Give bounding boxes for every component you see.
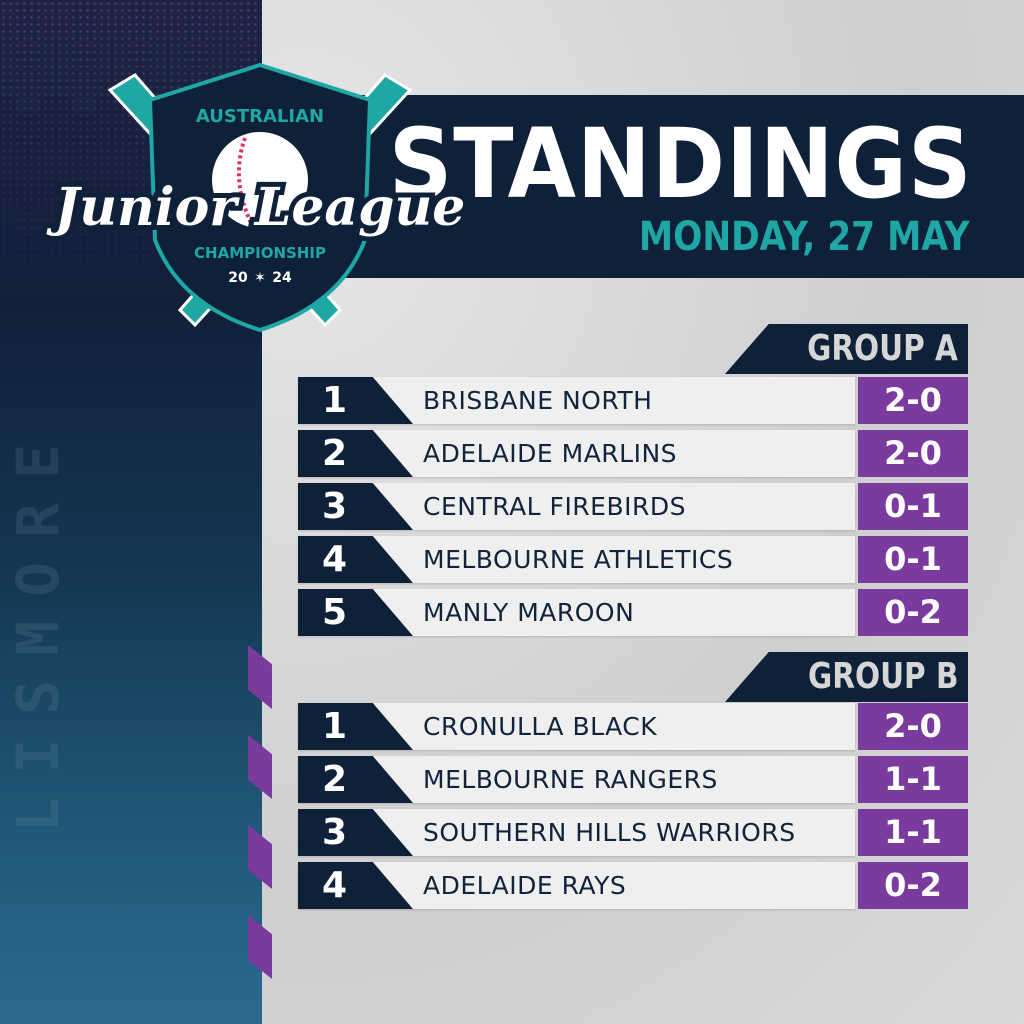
championship-logo: AUSTRALIAN Junior League CHAMPIONSHIP 20… xyxy=(41,62,470,333)
team-name: CENTRAL FIREBIRDS xyxy=(423,492,686,521)
header-banner xyxy=(300,95,1024,278)
team-name: MELBOURNE ATHLETICS xyxy=(423,545,734,574)
team-name: CRONULLA BLACK xyxy=(423,712,658,741)
svg-text:AUSTRALIAN: AUSTRALIAN xyxy=(196,106,324,127)
group-label: GROUP B xyxy=(807,656,958,697)
record: 0-2 xyxy=(858,589,968,636)
record: 0-1 xyxy=(858,536,968,583)
record: 0-1 xyxy=(858,483,968,530)
record: 1-1 xyxy=(858,809,968,856)
svg-text:24: 24 xyxy=(272,270,292,286)
group-header: GROUP B xyxy=(725,652,968,702)
date-subtitle: MONDAY, 27 MAY xyxy=(639,214,970,260)
record: 0-2 xyxy=(858,862,968,909)
svg-text:20: 20 xyxy=(228,270,248,286)
svg-text:Junior League: Junior League xyxy=(46,177,466,238)
record: 1-1 xyxy=(858,756,968,803)
side-text: LISMORE xyxy=(4,420,72,833)
team-name: ADELAIDE RAYS xyxy=(423,871,627,900)
team-name: MELBOURNE RANGERS xyxy=(423,765,718,794)
team-name: MANLY MAROON xyxy=(423,598,635,627)
standings-row: 5 MANLY MAROON 0-2 xyxy=(298,589,968,636)
page-title: STANDINGS xyxy=(388,108,972,220)
standings-row: 1 BRISBANE NORTH 2-0 xyxy=(298,377,968,424)
group-label: GROUP A xyxy=(807,328,958,369)
baseball-icon xyxy=(212,132,308,228)
standings-row: 4 MELBOURNE ATHLETICS 0-1 xyxy=(298,536,968,583)
standings-row: 2 MELBOURNE RANGERS 1-1 xyxy=(298,756,968,803)
team-name: ADELAIDE MARLINS xyxy=(423,439,678,468)
team-name: SOUTHERN HILLS WARRIORS xyxy=(423,818,796,847)
record: 2-0 xyxy=(858,703,968,750)
group-header: GROUP A xyxy=(725,324,968,374)
standings-row: 3 CENTRAL FIREBIRDS 0-1 xyxy=(298,483,968,530)
standings-row: 1 CRONULLA BLACK 2-0 xyxy=(298,703,968,750)
standings-row: 4 ADELAIDE RAYS 0-2 xyxy=(298,862,968,909)
team-name: BRISBANE NORTH xyxy=(423,386,653,415)
standings-row: 3 SOUTHERN HILLS WARRIORS 1-1 xyxy=(298,809,968,856)
standings-row: 2 ADELAIDE MARLINS 2-0 xyxy=(298,430,968,477)
svg-text:CHAMPIONSHIP: CHAMPIONSHIP xyxy=(194,244,326,262)
svg-text:✶: ✶ xyxy=(254,270,266,286)
record: 2-0 xyxy=(858,430,968,477)
record: 2-0 xyxy=(858,377,968,424)
player-photo xyxy=(0,580,262,1024)
